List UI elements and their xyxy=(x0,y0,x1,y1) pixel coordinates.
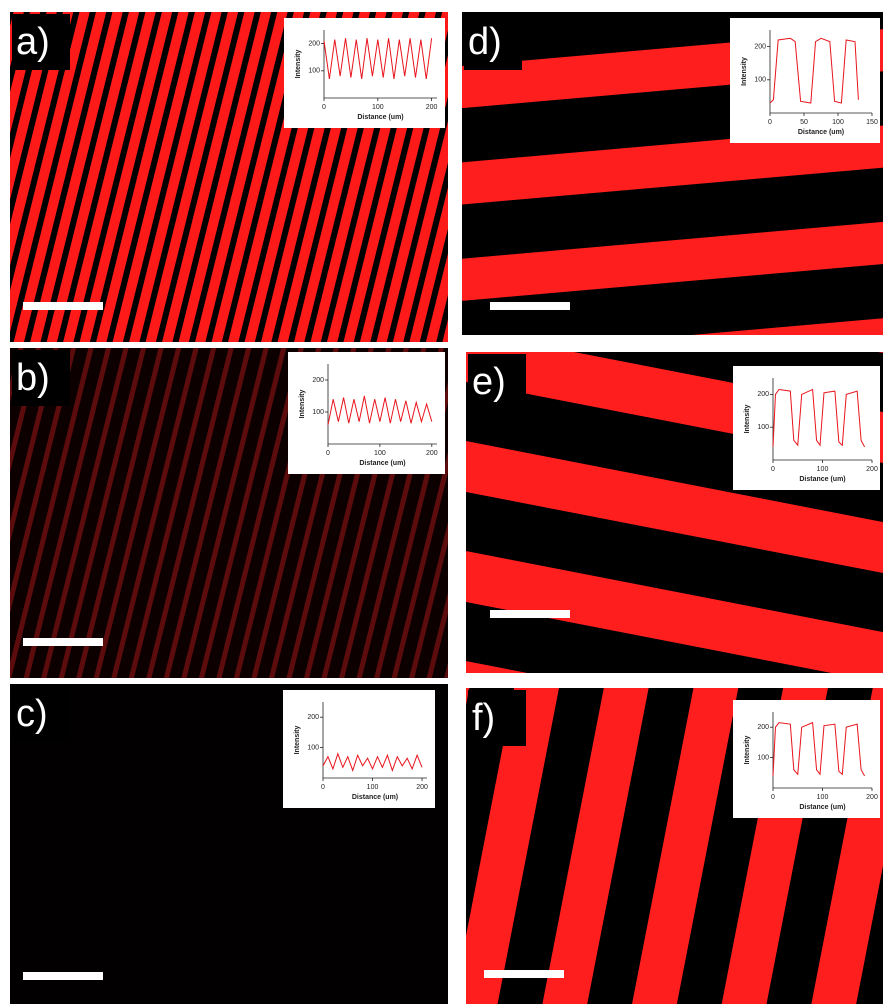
x-axis-label: Distance (um) xyxy=(798,129,844,136)
inset-chart: 100 200 0 100 200 Distance (um) Intensity xyxy=(283,690,435,808)
y-tick-label: 100 xyxy=(312,409,324,416)
x-tick-label: 100 xyxy=(374,450,386,457)
x-tick-label: 0 xyxy=(322,104,326,111)
y-tick-label: 200 xyxy=(312,377,324,384)
x-tick-label: 100 xyxy=(832,119,844,126)
x-tick-label: 200 xyxy=(426,450,438,457)
x-tick-label: 100 xyxy=(817,794,829,801)
inset-chart: 100 200 0 100 200 Distance (um) Intensity xyxy=(733,700,880,818)
figure: a) 100 200 0 100 200 Distance (um) Intensity b) 1… xyxy=(0,0,883,1006)
x-axis-label: Distance (um) xyxy=(359,460,405,467)
x-tick-label: 0 xyxy=(768,119,772,126)
panel-label: c) xyxy=(16,693,48,735)
inset-chart: 100 200 0 100 200 Distance (um) Intensity xyxy=(733,366,880,490)
y-axis-label: Intensity xyxy=(299,390,306,419)
x-tick-label: 50 xyxy=(800,119,808,126)
y-axis-label: Intensity xyxy=(744,405,751,434)
y-tick-label: 200 xyxy=(757,724,769,731)
inset-chart: 100 200 0 100 200 Distance (um) Intensity xyxy=(288,352,445,474)
x-tick-label: 100 xyxy=(367,784,379,791)
y-axis-label: Intensity xyxy=(741,57,748,86)
x-tick-label: 100 xyxy=(817,466,829,473)
x-tick-label: 200 xyxy=(416,784,428,791)
x-tick-label: 0 xyxy=(326,450,330,457)
x-tick-label: 150 xyxy=(866,119,878,126)
inset-chart: 100 200 0 100 200 Distance (um) Intensity xyxy=(284,18,445,128)
y-tick-label: 100 xyxy=(307,744,319,751)
inset-chart: 100 200 0 50 100 150 Distance (um) Intensity xyxy=(730,18,880,143)
x-tick-label: 200 xyxy=(866,794,878,801)
x-axis-label: Distance (um) xyxy=(799,476,845,483)
panel-label: d) xyxy=(468,21,502,63)
y-axis-label: Intensity xyxy=(744,736,751,765)
x-tick-label: 0 xyxy=(771,466,775,473)
x-axis-label: Distance (um) xyxy=(352,794,398,801)
y-axis-label: Intensity xyxy=(294,726,301,755)
y-tick-label: 100 xyxy=(757,754,769,761)
y-tick-label: 200 xyxy=(307,714,319,721)
inset-background xyxy=(733,366,880,490)
x-tick-label: 100 xyxy=(372,104,384,111)
x-axis-label: Distance (um) xyxy=(357,114,403,121)
x-tick-label: 200 xyxy=(426,104,438,111)
y-tick-label: 200 xyxy=(308,40,320,47)
x-tick-label: 200 xyxy=(866,466,878,473)
x-axis-label: Distance (um) xyxy=(799,804,845,811)
inset-background xyxy=(283,690,435,808)
y-tick-label: 100 xyxy=(754,77,766,84)
y-tick-label: 200 xyxy=(757,391,769,398)
y-tick-label: 100 xyxy=(757,424,769,431)
panel-label: e) xyxy=(472,361,506,403)
x-tick-label: 0 xyxy=(771,794,775,801)
panel-label: f) xyxy=(472,697,495,739)
y-tick-label: 200 xyxy=(754,43,766,50)
y-axis-label: Intensity xyxy=(295,50,302,79)
panel-label: a) xyxy=(16,21,50,63)
panel-label: b) xyxy=(16,357,50,399)
inset-background xyxy=(733,700,880,818)
y-tick-label: 100 xyxy=(308,68,320,75)
x-tick-label: 0 xyxy=(321,784,325,791)
